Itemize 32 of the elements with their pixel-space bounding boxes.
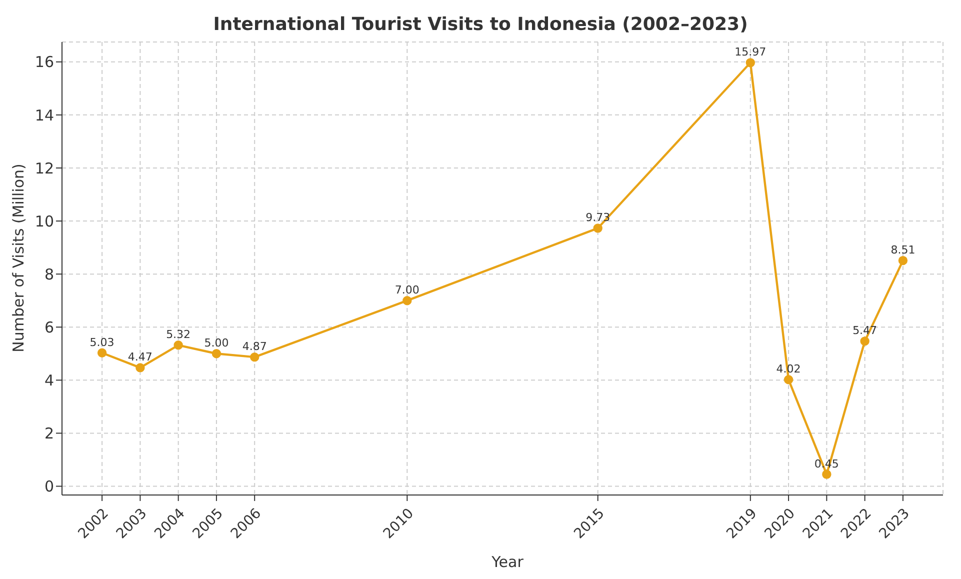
y-tick-label: 12 [34, 159, 54, 178]
point [860, 336, 870, 346]
y-tick-label: 0 [44, 478, 54, 496]
y-axis-title: Number of Visits (Million) [9, 164, 28, 352]
data-label: 5.03 [90, 336, 114, 349]
y-tick-label: 10 [34, 212, 54, 230]
y-tick-label: 8 [44, 265, 54, 284]
data-label: 5.32 [166, 328, 191, 342]
y-tick-label: 4 [44, 371, 54, 390]
point [898, 256, 908, 266]
point [97, 348, 107, 358]
x-axis-title: Year [490, 553, 524, 571]
data-label: 4.87 [242, 340, 267, 354]
data-label: 4.47 [128, 350, 152, 364]
point [822, 470, 832, 479]
point [784, 375, 794, 384]
point [174, 340, 183, 350]
point [402, 296, 412, 306]
y-tick-label: 2 [44, 424, 54, 443]
data-label: 7.00 [394, 284, 420, 297]
data-label: 8.51 [890, 244, 916, 257]
y-tick-label: 16 [34, 53, 54, 72]
point [250, 352, 260, 362]
data-label: 5.00 [204, 336, 229, 350]
data-label: 15.97 [734, 46, 766, 59]
y-tick-label: 14 [34, 106, 54, 124]
point [136, 363, 145, 372]
point [746, 58, 755, 68]
y-tick-label: 6 [44, 318, 54, 336]
chart-title: International Tourist Visits to Indonesia (2002–2023) [212, 14, 749, 35]
point [593, 224, 602, 233]
point [212, 349, 222, 358]
